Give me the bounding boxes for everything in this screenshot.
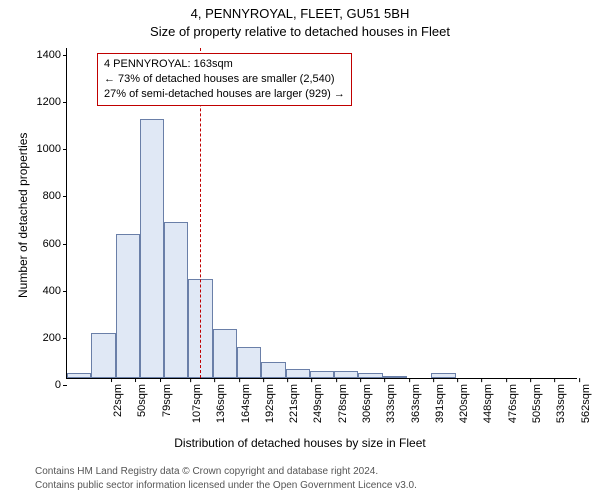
y-tick-label: 800: [43, 190, 67, 202]
chart-title-main: 4, PENNYROYAL, FLEET, GU51 5BH: [0, 6, 600, 21]
histogram-bar: [261, 362, 285, 379]
histogram-bar: [358, 373, 382, 378]
histogram-bar: [164, 222, 188, 378]
x-tick-label: 420sqm: [458, 384, 470, 423]
x-tick-label: 333sqm: [385, 384, 397, 423]
histogram-bar: [140, 119, 164, 378]
x-tick-label: 192sqm: [264, 384, 276, 423]
x-tick-label: 391sqm: [434, 384, 446, 423]
x-tick-label: 107sqm: [191, 384, 203, 423]
histogram-bar: [286, 369, 310, 378]
annotation-line: 4 PENNYROYAL: 163sqm: [104, 57, 345, 72]
y-tick-label: 400: [43, 285, 67, 297]
footer-line-1: Contains HM Land Registry data © Crown c…: [35, 465, 417, 479]
plot-area: 020040060080010001200140022sqm50sqm79sqm…: [66, 48, 577, 379]
x-tick-label: 79sqm: [161, 384, 173, 417]
x-tick-label: 136sqm: [215, 384, 227, 423]
x-tick-label: 249sqm: [313, 384, 325, 423]
footer-line-2: Contains public sector information licen…: [35, 479, 417, 493]
annotation-box: 4 PENNYROYAL: 163sqm← 73% of detached ho…: [97, 53, 352, 106]
histogram-bar: [67, 373, 91, 378]
x-tick-label: 363sqm: [410, 384, 422, 423]
x-tick-label: 50sqm: [136, 384, 148, 417]
chart-container: 4, PENNYROYAL, FLEET, GU51 5BH Size of p…: [0, 0, 600, 500]
histogram-bar: [334, 371, 358, 378]
histogram-bar: [383, 376, 407, 378]
histogram-bar: [237, 347, 261, 378]
histogram-bar: [431, 373, 455, 378]
x-tick-label: 221sqm: [288, 384, 300, 423]
x-axis-label: Distribution of detached houses by size …: [0, 436, 600, 450]
x-tick-label: 164sqm: [240, 384, 252, 423]
histogram-bar: [116, 234, 140, 378]
y-tick-label: 1400: [37, 49, 67, 61]
y-tick-label: 1200: [37, 96, 67, 108]
chart-title-sub: Size of property relative to detached ho…: [0, 24, 600, 39]
y-tick-label: 600: [43, 238, 67, 250]
x-tick-label: 306sqm: [361, 384, 373, 423]
footer-attribution: Contains HM Land Registry data © Crown c…: [35, 465, 417, 492]
histogram-bar: [310, 371, 334, 378]
annotation-line: 27% of semi-detached houses are larger (…: [104, 87, 345, 102]
annotation-line: ← 73% of detached houses are smaller (2,…: [104, 72, 345, 87]
x-tick-label: 533sqm: [555, 384, 567, 423]
x-tick-label: 278sqm: [337, 384, 349, 423]
histogram-bar: [213, 329, 237, 379]
y-tick-label: 0: [55, 379, 67, 391]
x-tick-label: 476sqm: [507, 384, 519, 423]
x-tick-label: 562sqm: [580, 384, 592, 423]
y-axis-label: Number of detached properties: [16, 133, 30, 298]
x-tick-label: 22sqm: [112, 384, 124, 417]
x-tick-label: 505sqm: [531, 384, 543, 423]
y-tick-label: 1000: [37, 143, 67, 155]
y-tick-label: 200: [43, 332, 67, 344]
x-tick-label: 448sqm: [483, 384, 495, 423]
histogram-bar: [91, 333, 115, 378]
